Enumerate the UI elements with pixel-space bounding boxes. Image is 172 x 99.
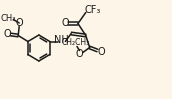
- Text: O: O: [16, 18, 23, 28]
- Text: NH: NH: [54, 34, 69, 44]
- Text: CF₃: CF₃: [84, 4, 101, 14]
- Text: CH₃: CH₃: [1, 14, 16, 23]
- Text: O: O: [97, 47, 105, 57]
- Text: CH₂CH₃: CH₂CH₃: [62, 38, 90, 47]
- Text: O: O: [3, 29, 11, 39]
- Text: O: O: [61, 18, 69, 28]
- Text: O: O: [76, 49, 83, 59]
